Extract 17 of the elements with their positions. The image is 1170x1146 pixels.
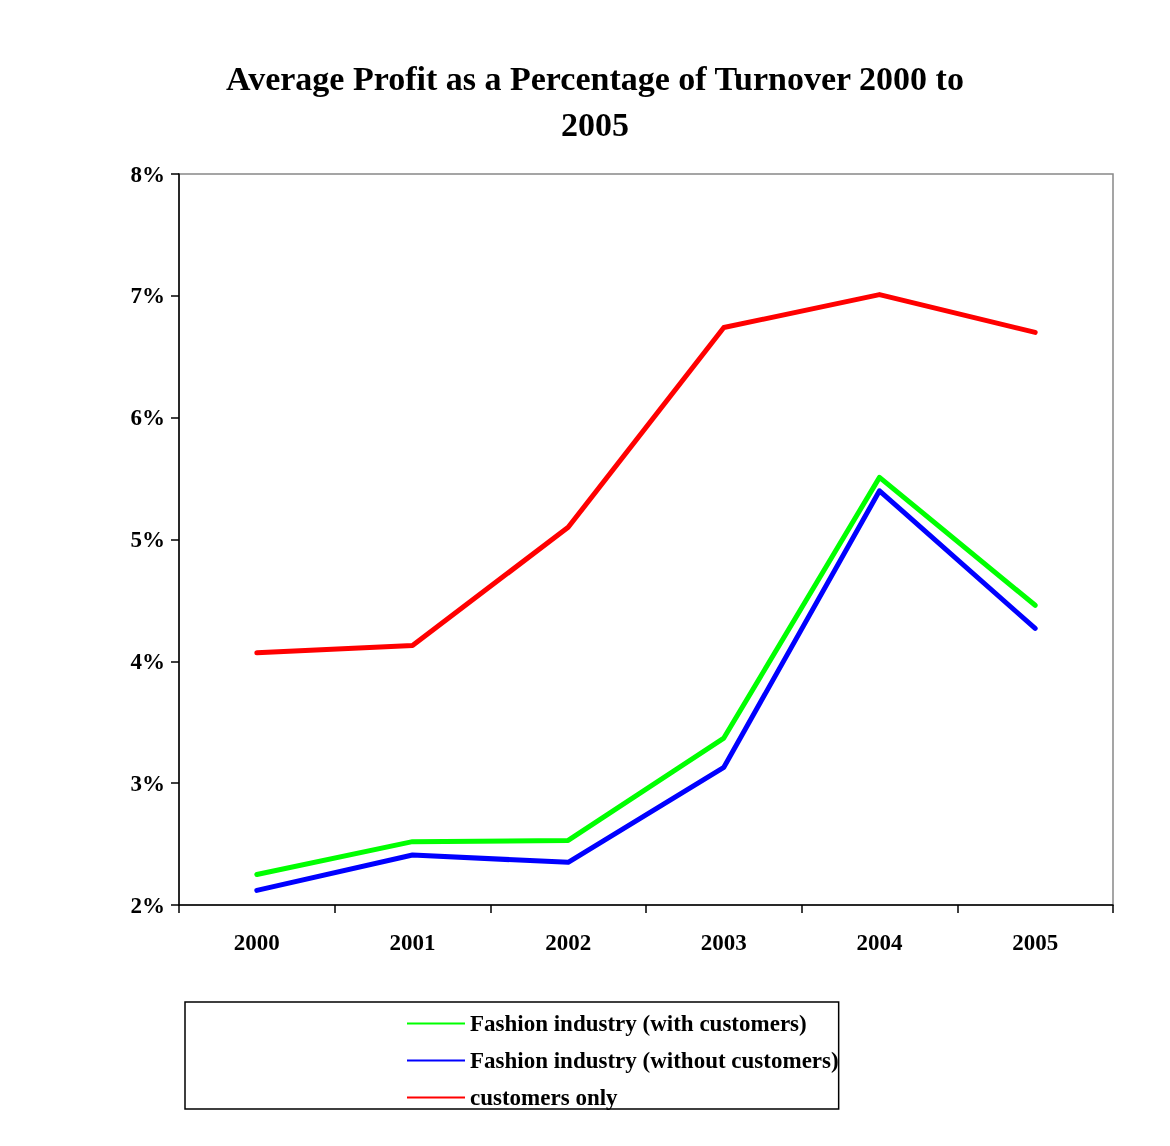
y-tick-label: 2%	[130, 892, 165, 918]
x-tick-label: 2001	[389, 930, 436, 955]
y-tick-label: 3%	[130, 770, 165, 796]
x-tick-label: 2004	[856, 930, 903, 955]
y-tick-label: 4%	[130, 648, 165, 674]
legend-label: Fashion industry (without customers)	[470, 1048, 839, 1073]
legend-label: customers only	[470, 1085, 619, 1110]
legend-label: Fashion industry (with customers)	[470, 1011, 807, 1036]
x-tick-label: 2003	[700, 930, 747, 955]
x-tick-label: 2005	[1012, 930, 1059, 955]
chart-title: Average Profit as a Percentage of Turnover 2000 to 2005	[226, 59, 964, 143]
y-tick-label: 7%	[130, 283, 165, 309]
x-tick-label: 2002	[545, 930, 592, 955]
y-tick-label: 5%	[130, 527, 165, 552]
x-tick-label: 2000	[233, 930, 280, 955]
y-tick-label: 8%	[130, 161, 165, 187]
y-tick-label: 6%	[130, 405, 165, 431]
